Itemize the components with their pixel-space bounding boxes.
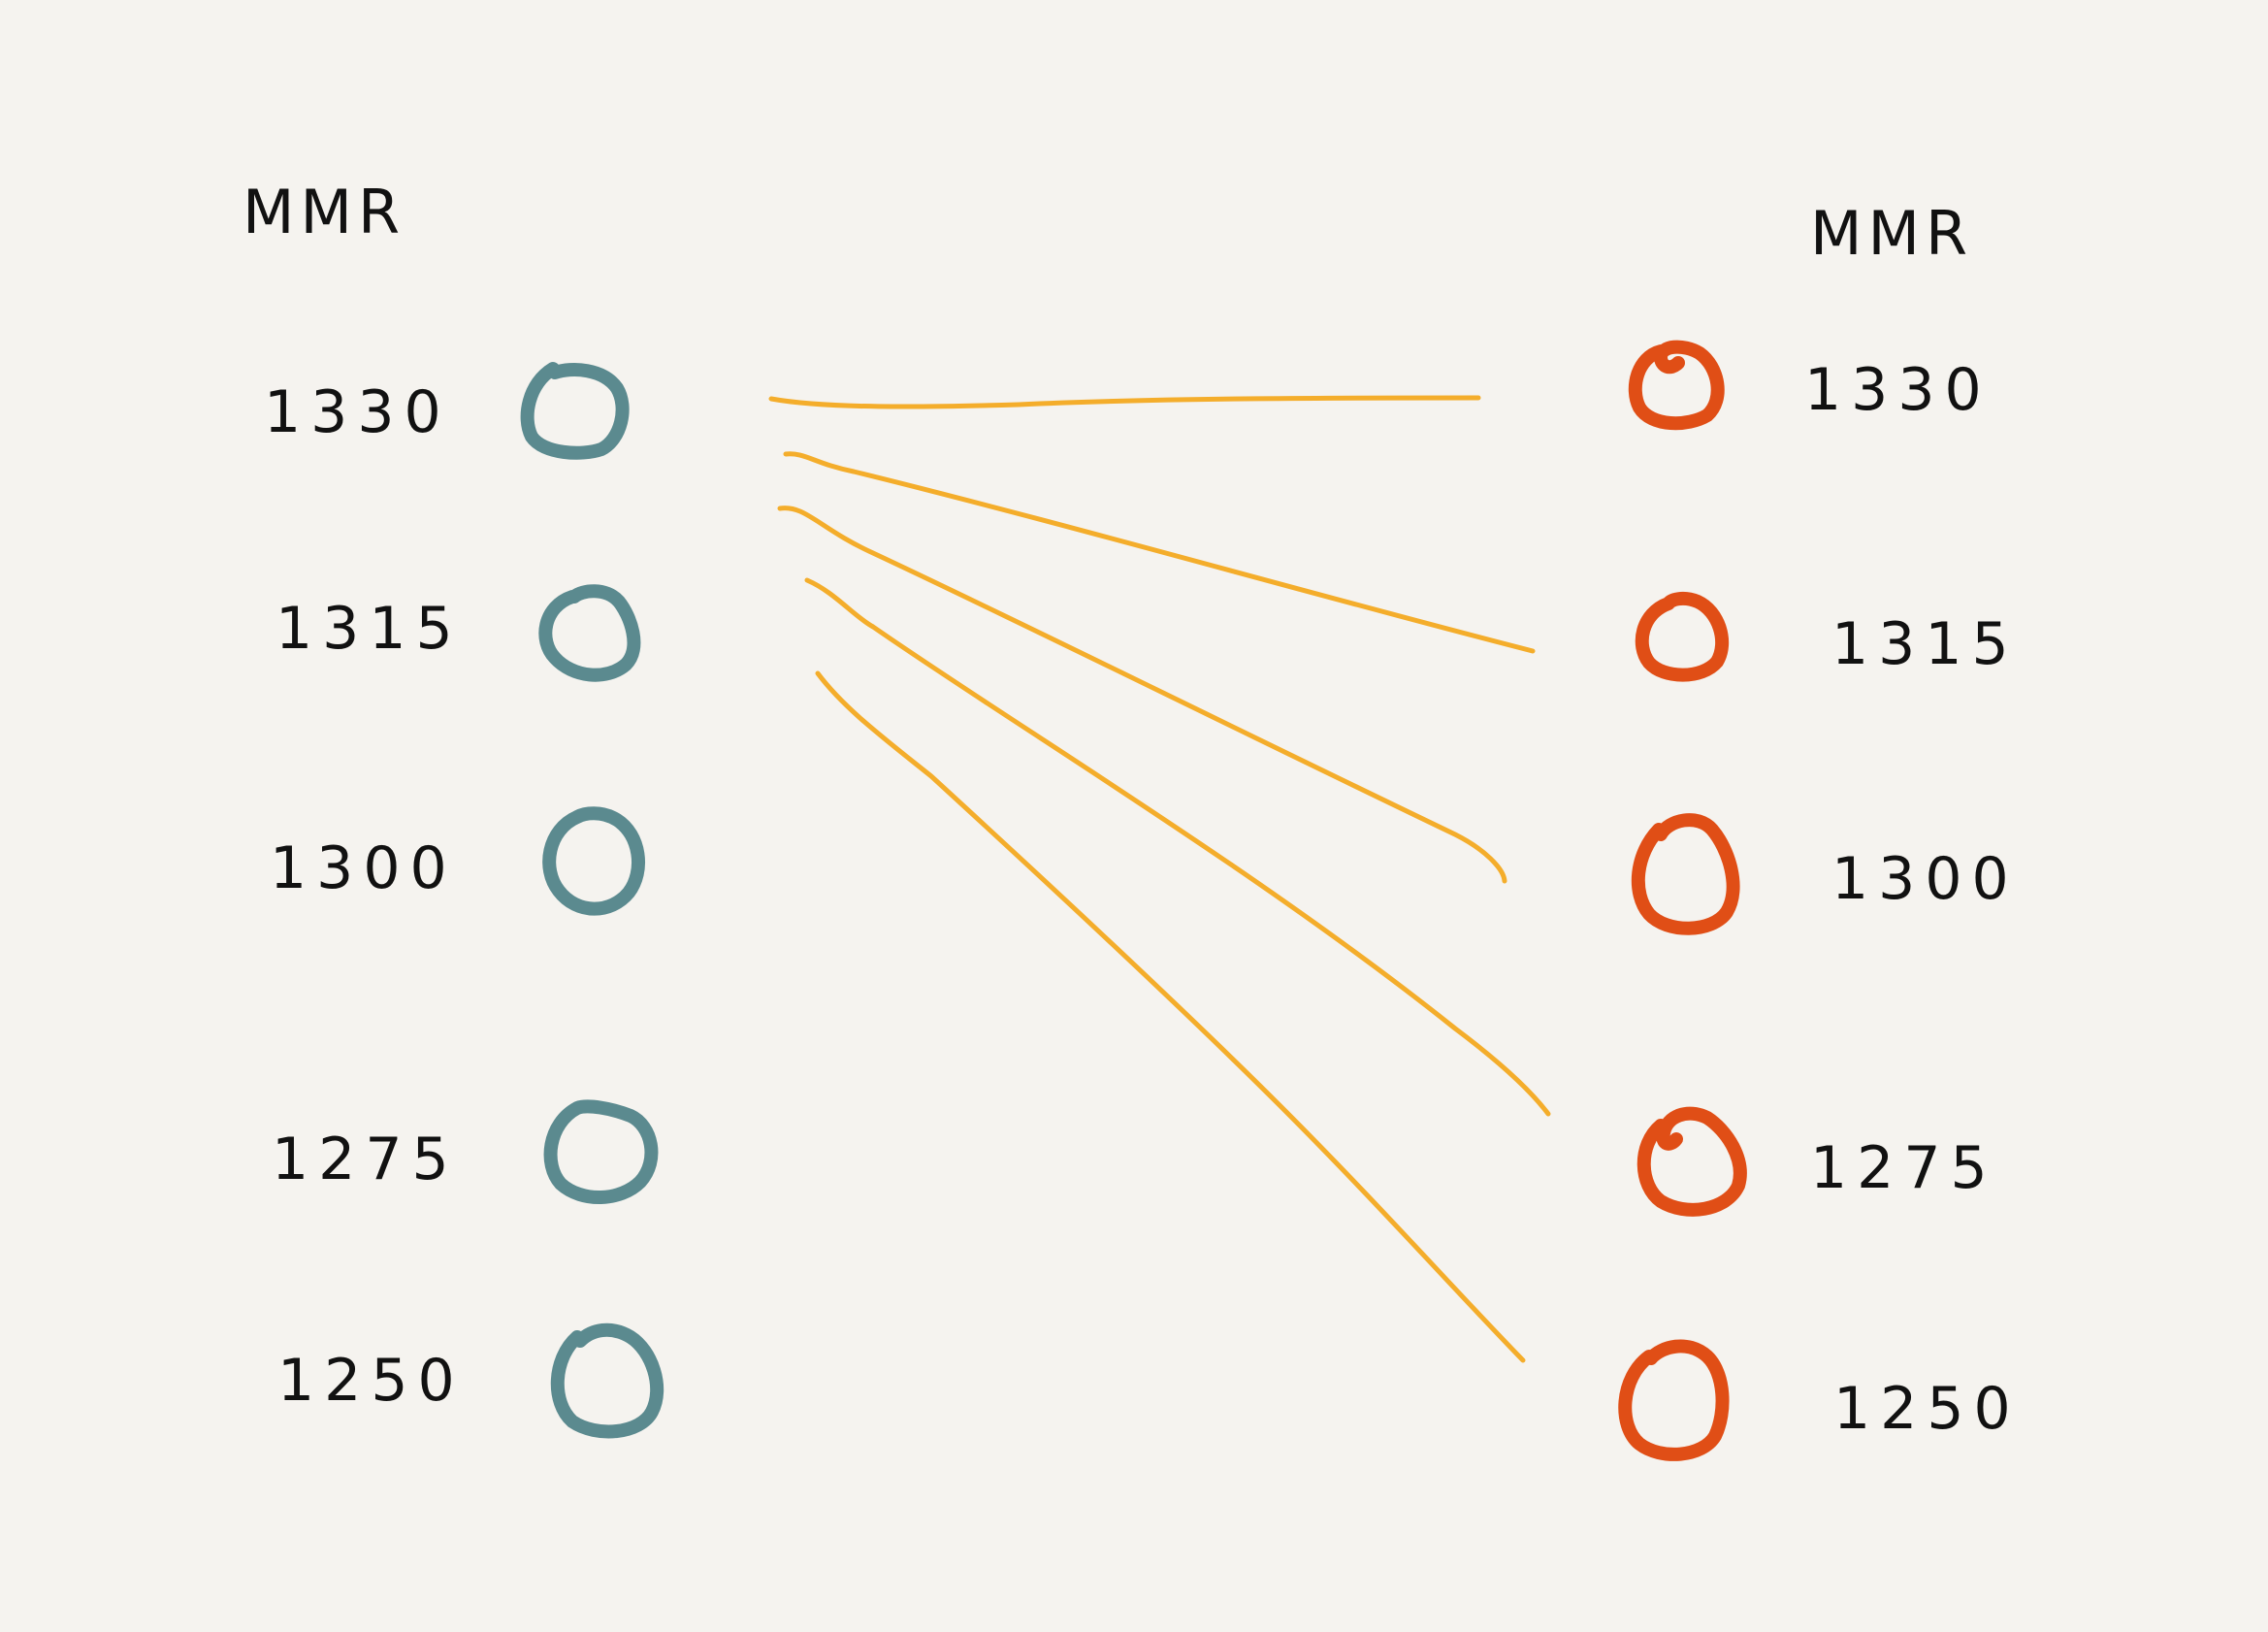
right-column: MMR 1330 1315 1300 1275 1250 xyxy=(1618,198,2021,1461)
edge-1330-to-1330 xyxy=(768,395,1481,409)
right-node-1250 xyxy=(1618,1339,1730,1461)
left-node-1250 xyxy=(550,1322,664,1439)
left-value-1275: 1275 xyxy=(272,1126,459,1193)
edges xyxy=(768,395,1551,1363)
right-node-1300 xyxy=(1631,813,1740,935)
edge-1330-to-1300 xyxy=(777,506,1507,884)
right-node-1275 xyxy=(1636,1106,1747,1217)
right-value-1250: 1250 xyxy=(1833,1375,2021,1443)
left-column: MMR 1330 1315 1300 1275 1250 xyxy=(243,177,664,1439)
left-node-1275 xyxy=(543,1099,659,1204)
left-node-1330 xyxy=(520,362,630,460)
right-value-1300: 1300 xyxy=(1831,845,2019,913)
edge-1330-to-1250 xyxy=(815,670,1526,1363)
edge-1330-to-1275 xyxy=(804,577,1551,1117)
left-value-1315: 1315 xyxy=(275,595,463,663)
right-column-header: MMR xyxy=(1810,198,1973,269)
right-value-1330: 1330 xyxy=(1804,356,1992,424)
left-value-1250: 1250 xyxy=(277,1347,465,1415)
right-node-1315 xyxy=(1635,591,1730,682)
left-value-1330: 1330 xyxy=(264,378,451,446)
left-value-1300: 1300 xyxy=(270,834,457,902)
right-value-1315: 1315 xyxy=(1831,610,2019,678)
left-column-header: MMR xyxy=(243,177,405,247)
left-node-1315 xyxy=(538,584,641,682)
right-value-1275: 1275 xyxy=(1810,1134,1997,1202)
left-node-1300 xyxy=(542,806,646,916)
edge-1330-to-1315 xyxy=(783,451,1536,654)
right-node-1330 xyxy=(1628,340,1725,431)
